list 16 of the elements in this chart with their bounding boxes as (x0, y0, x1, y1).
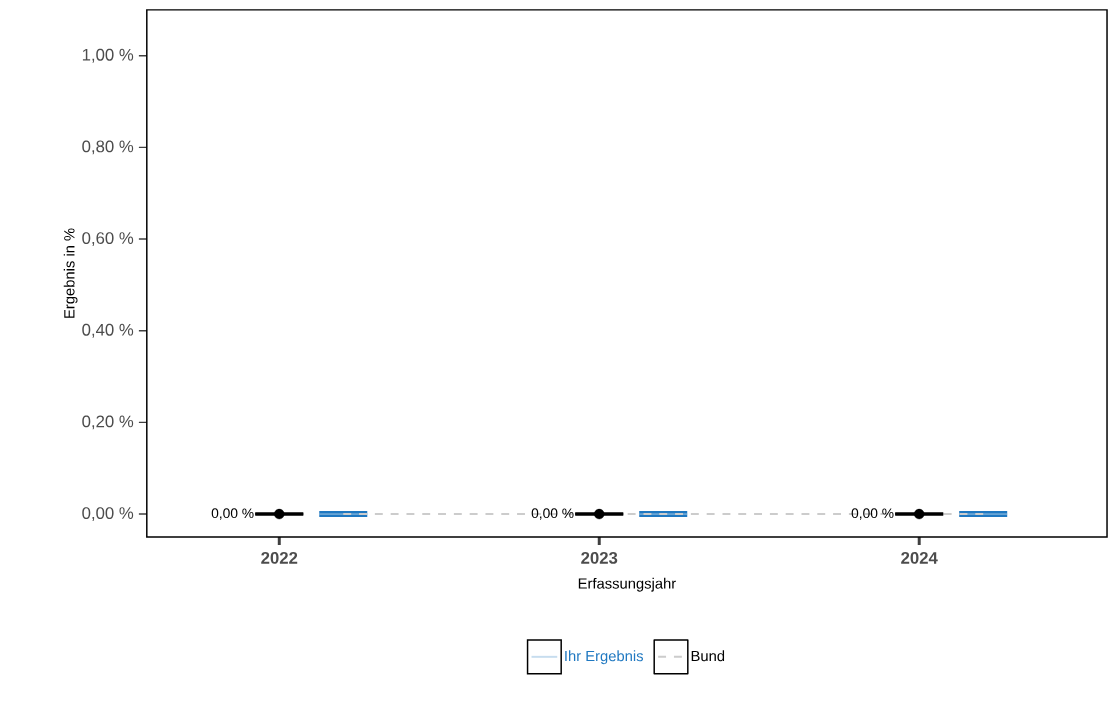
y-tick-label: 0,00 % (82, 507, 134, 521)
x-axis-title: Erfassungsjahr (578, 577, 676, 592)
data-label: 0,00 % (851, 508, 894, 520)
legend-label: Bund (691, 650, 725, 662)
data-label: 0,00 % (211, 508, 254, 520)
text: Ihr Ergebnis (565, 650, 644, 665)
x-tick-label: 2023 (581, 551, 618, 564)
y-tick-label: 0,60 % (82, 232, 134, 246)
x-tick-label: 2022 (261, 551, 298, 564)
data-label: 0,00 % (531, 508, 574, 520)
y-tick-label: 0,80 % (82, 140, 134, 155)
y-tick-label: 0,40 % (82, 323, 134, 338)
y-tick-label: 1,00 % (82, 48, 134, 63)
x-tick-label: 2024 (901, 551, 938, 564)
y-axis-title: Ergebnis in % (63, 228, 78, 318)
y-tick-label: 0,20 % (82, 415, 134, 430)
